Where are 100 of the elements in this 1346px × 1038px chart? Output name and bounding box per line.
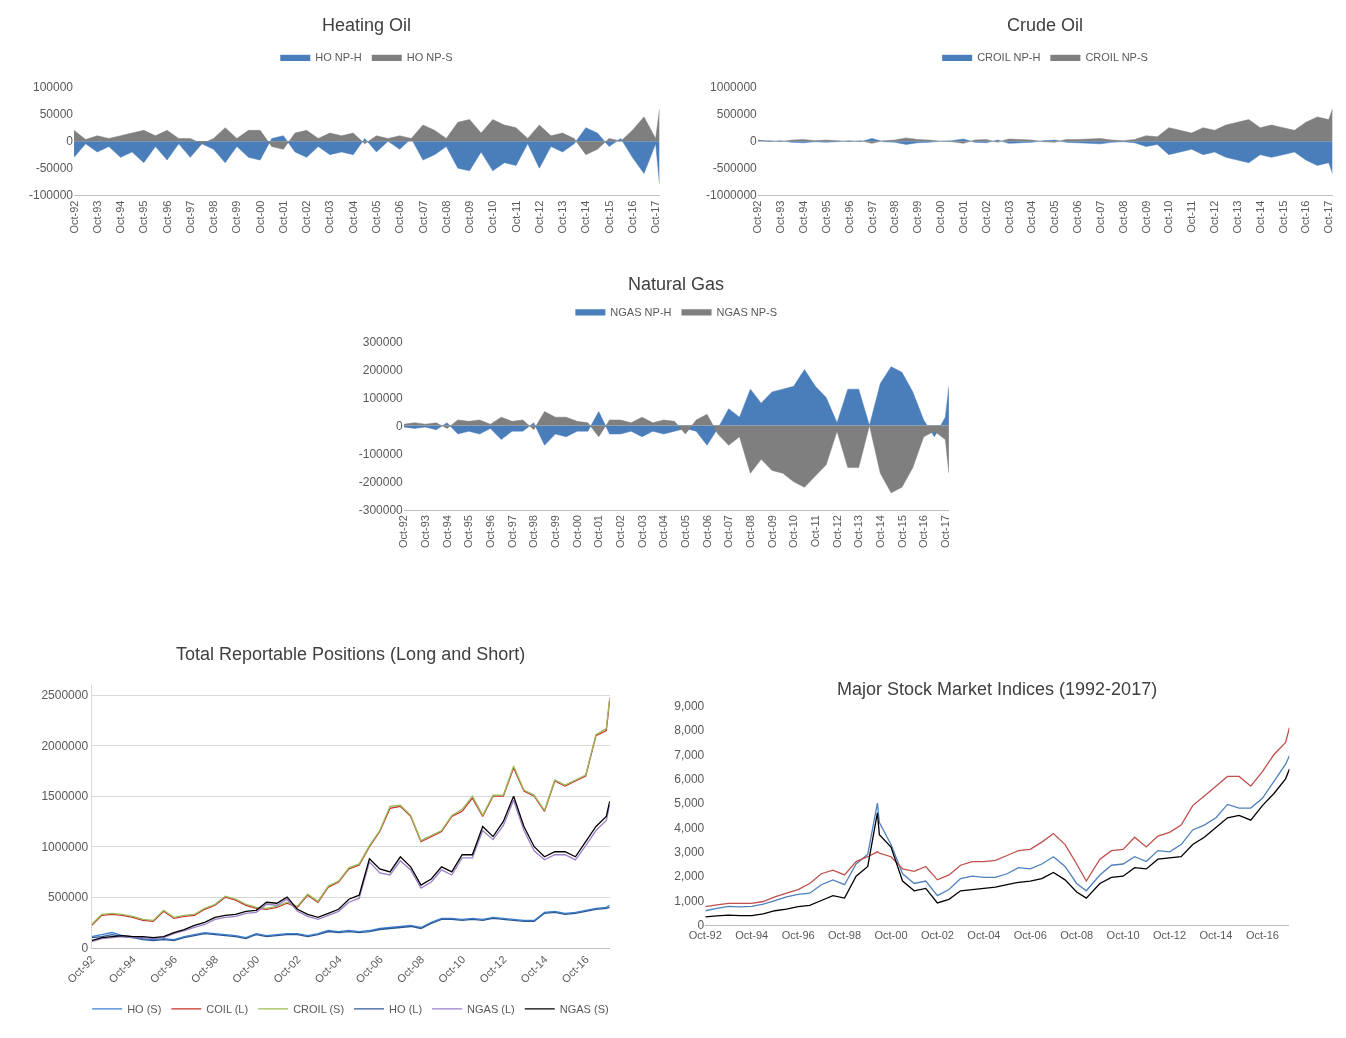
x-tick-label: Oct-02 [300, 200, 313, 234]
x-tick-label: Oct-05 [370, 200, 383, 234]
x-tick-label: Oct-03 [323, 200, 336, 234]
y-tick-label: 0 [66, 134, 74, 149]
x-tick-label: Oct-94 [797, 200, 810, 234]
x-tick-label: Oct-06 [393, 200, 406, 234]
x-tick-label: Oct-96 [781, 929, 815, 942]
x-tick-label: Oct-00 [874, 929, 908, 942]
legend-label: NGAS NP-S [716, 305, 778, 318]
x-tick-label: Oct-04 [657, 515, 670, 549]
x-tick-label: Oct-06 [1071, 200, 1084, 234]
chart-title: Crude Oil [1007, 15, 1084, 35]
x-tick-label: Oct-09 [463, 200, 476, 234]
x-tick-label: Oct-92 [688, 929, 722, 942]
y-tick-label: 0 [81, 940, 89, 955]
x-tick-label: Oct-09 [1139, 200, 1152, 234]
x-tick-label: Oct-13 [1230, 200, 1243, 234]
x-tick-label: Oct-98 [527, 515, 540, 549]
legend-label: HO NP-H [315, 51, 362, 64]
x-tick-label: Oct-15 [602, 200, 615, 234]
legend-label: NGAS (L) [467, 1003, 515, 1016]
x-tick-label: Oct-14 [1199, 929, 1233, 942]
x-tick-label: Oct-98 [888, 200, 901, 234]
x-tick-label: Oct-03 [635, 515, 648, 549]
chart-title: Major Stock Market Indices (1992-2017) [837, 679, 1158, 699]
y-tick-label: 1000000 [710, 80, 758, 95]
y-tick-label: 1,000 [674, 893, 705, 908]
y-tick-label: 6,000 [674, 772, 705, 787]
chart-title: Natural Gas [628, 274, 725, 294]
x-tick-label: Oct-99 [548, 515, 561, 549]
x-tick-label: Oct-06 [700, 515, 713, 549]
x-tick-label: Oct-16 [1245, 929, 1279, 942]
x-tick-label: Oct-08 [439, 200, 452, 234]
x-tick-label: Oct-04 [967, 929, 1001, 942]
chart-title: Total Reportable Positions (Long and Short) [176, 644, 526, 664]
x-tick-label: Oct-93 [419, 515, 432, 549]
y-tick-label: 50000 [39, 107, 74, 122]
y-tick-label: 4,000 [674, 820, 705, 835]
x-tick-label: Oct-17 [1322, 200, 1335, 234]
x-tick-label: Oct-10 [1162, 200, 1175, 234]
x-tick-label: Oct-93 [774, 200, 787, 234]
x-tick-label: Oct-08 [1116, 200, 1129, 234]
x-tick-label: Oct-14 [873, 515, 886, 549]
x-tick-label: Oct-97 [183, 200, 196, 234]
x-tick-label: Oct-16 [625, 200, 638, 234]
x-tick-label: Oct-02 [920, 929, 954, 942]
x-tick-label: Oct-00 [934, 200, 947, 234]
y-tick-label: 2000000 [41, 738, 89, 753]
line-series [705, 727, 1290, 908]
x-tick-label: Oct-12 [1153, 929, 1187, 942]
x-tick-label: Oct-07 [416, 200, 429, 234]
x-tick-label: Oct-13 [556, 200, 569, 234]
x-tick-label: Oct-09 [765, 515, 778, 549]
legend-label: HO (S) [127, 1003, 162, 1016]
x-tick-label: Oct-01 [276, 200, 289, 234]
x-tick-label: Oct-01 [592, 515, 605, 549]
legend-label: HO (L) [389, 1003, 423, 1016]
y-tick-label: 2,000 [674, 869, 705, 884]
x-tick-label: Oct-12 [830, 515, 843, 549]
x-tick-label: Oct-17 [938, 515, 951, 549]
x-tick-label: Oct-05 [678, 515, 691, 549]
x-tick-label: Oct-94 [114, 200, 127, 234]
x-tick-label: Oct-10 [787, 515, 800, 549]
y-tick-label: 200000 [362, 362, 404, 377]
x-tick-label: Oct-99 [230, 200, 243, 234]
x-tick-label: Oct-12 [532, 200, 545, 234]
x-tick-label: Oct-11 [808, 515, 821, 548]
x-tick-label: Oct-05 [1048, 200, 1061, 234]
x-tick-label: Oct-92 [397, 515, 410, 549]
y-tick-label: 100000 [362, 390, 404, 405]
legend-label: CROIL (S) [293, 1003, 345, 1016]
legend-label: CROIL NP-S [1085, 51, 1148, 64]
x-tick-label: Oct-15 [895, 515, 908, 549]
x-tick-label: Oct-93 [90, 200, 103, 234]
x-tick-label: Oct-14 [1253, 200, 1266, 234]
chart-title: Heating Oil [322, 15, 412, 35]
y-tick-label: 500000 [48, 890, 89, 905]
x-tick-label: Oct-07 [722, 515, 735, 549]
y-tick-label: -100000 [358, 446, 404, 461]
x-tick-label: Oct-08 [1060, 929, 1094, 942]
y-tick-label: 1500000 [41, 789, 89, 804]
y-tick-label: 8,000 [674, 723, 705, 738]
x-tick-label: Oct-97 [865, 200, 878, 234]
y-tick-label: 500000 [716, 107, 758, 122]
x-tick-label: Oct-94 [440, 515, 453, 549]
x-tick-label: Oct-03 [1002, 200, 1015, 234]
x-tick-label: Oct-07 [1093, 200, 1106, 234]
legend-label: HO NP-S [406, 51, 453, 64]
x-tick-label: Oct-10 [486, 200, 499, 234]
y-tick-label: 3,000 [674, 845, 705, 860]
y-tick-label: 300000 [362, 334, 404, 349]
y-tick-label: 5,000 [674, 796, 705, 811]
y-tick-label: 1000000 [41, 839, 89, 854]
x-tick-label: Oct-92 [751, 200, 764, 234]
x-tick-label: Oct-16 [917, 515, 930, 549]
x-tick-label: Oct-96 [160, 200, 173, 234]
legend-label: NGAS (S) [559, 1003, 609, 1016]
x-tick-label: Oct-04 [1025, 200, 1038, 234]
y-tick-label: -50000 [35, 161, 74, 176]
x-tick-label: Oct-95 [819, 200, 832, 234]
